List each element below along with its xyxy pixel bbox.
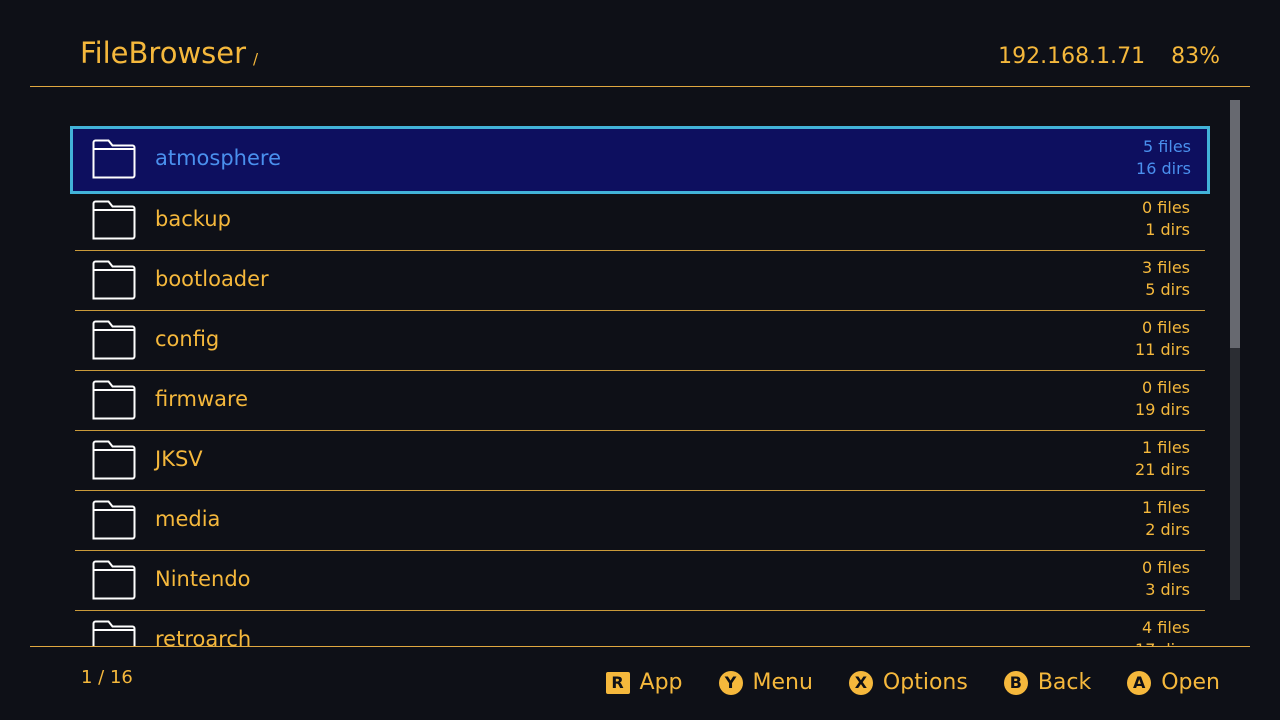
item-counts: 4 files 17 dirs <box>1135 617 1190 646</box>
scrollbar-thumb[interactable] <box>1230 100 1240 348</box>
b-button-icon: B <box>1003 670 1028 695</box>
app-title: FileBrowser <box>80 36 247 70</box>
file-count: 4 files <box>1142 618 1190 637</box>
item-counts: 3 files 5 dirs <box>1142 257 1190 301</box>
folder-icon <box>92 200 136 240</box>
hint-open[interactable]: A Open <box>1127 670 1220 695</box>
page-indicator: 1 / 16 <box>81 667 133 688</box>
current-path: / <box>253 50 259 68</box>
file-count: 1 files <box>1142 438 1190 457</box>
item-name: bootloader <box>155 267 269 291</box>
file-list: atmosphere 5 files 16 dirs backup 0 files… <box>70 126 1210 646</box>
file-count: 3 files <box>1142 258 1190 277</box>
dir-count: 2 dirs <box>1145 520 1190 539</box>
hint-menu[interactable]: Y Menu <box>718 670 813 695</box>
item-counts: 0 files 3 dirs <box>1142 557 1190 601</box>
dir-count: 17 dirs <box>1135 639 1190 646</box>
x-button-icon: X <box>848 670 873 695</box>
item-name: retroarch <box>155 627 252 646</box>
file-count: 0 files <box>1142 318 1190 337</box>
hint-label: Options <box>882 670 968 695</box>
ip-address: 192.168.1.71 <box>998 44 1146 69</box>
battery-level: 83% <box>1171 44 1220 69</box>
list-item[interactable]: config 0 files 11 dirs <box>75 311 1205 371</box>
list-item[interactable]: firmware 0 files 19 dirs <box>75 371 1205 431</box>
item-counts: 0 files 19 dirs <box>1135 377 1190 421</box>
item-counts: 0 files 1 dirs <box>1142 197 1190 241</box>
item-name: Nintendo <box>155 567 251 591</box>
y-button-icon: Y <box>718 670 743 695</box>
list-item[interactable]: backup 0 files 1 dirs <box>75 191 1205 251</box>
item-counts: 1 files 21 dirs <box>1135 437 1190 481</box>
folder-icon <box>92 560 136 600</box>
list-item[interactable]: JKSV 1 files 21 dirs <box>75 431 1205 491</box>
folder-icon <box>92 440 136 480</box>
hint-label: Back <box>1037 670 1092 695</box>
a-button-icon: A <box>1127 670 1152 695</box>
list-item[interactable]: atmosphere 5 files 16 dirs <box>70 126 1210 194</box>
dir-count: 11 dirs <box>1135 340 1190 359</box>
folder-icon <box>92 620 136 646</box>
file-count: 1 files <box>1142 498 1190 517</box>
item-counts: 1 files 2 dirs <box>1142 497 1190 541</box>
hint-label: Menu <box>752 670 813 695</box>
item-name: media <box>155 507 221 531</box>
status-area: 192.168.1.71 83% <box>998 44 1220 69</box>
list-item[interactable]: bootloader 3 files 5 dirs <box>75 251 1205 311</box>
dir-count: 1 dirs <box>1145 220 1190 239</box>
item-counts: 0 files 11 dirs <box>1135 317 1190 361</box>
folder-icon <box>92 380 136 420</box>
scrollbar[interactable] <box>1230 100 1240 600</box>
dir-count: 3 dirs <box>1145 580 1190 599</box>
file-count: 0 files <box>1142 558 1190 577</box>
item-name: backup <box>155 207 231 231</box>
hint-label: App <box>639 670 683 695</box>
folder-icon <box>92 500 136 540</box>
folder-icon <box>92 320 136 360</box>
item-name: firmware <box>155 387 249 411</box>
item-name: atmosphere <box>155 146 281 170</box>
dir-count: 5 dirs <box>1145 280 1190 299</box>
footer-divider <box>30 646 1250 647</box>
list-item[interactable]: retroarch 4 files 17 dirs <box>75 611 1205 646</box>
hint-app[interactable]: R App <box>605 670 683 695</box>
file-count: 0 files <box>1142 198 1190 217</box>
file-count: 5 files <box>1143 137 1191 156</box>
header-divider <box>30 86 1250 87</box>
folder-icon <box>92 139 136 179</box>
button-hints: R App Y Menu X Options B Back A Open <box>605 670 1220 695</box>
r-button-icon: R <box>605 671 630 694</box>
list-item[interactable]: Nintendo 0 files 3 dirs <box>75 551 1205 611</box>
hint-back[interactable]: B Back <box>1003 670 1092 695</box>
dir-count: 16 dirs <box>1136 159 1191 178</box>
hint-label: Open <box>1161 670 1220 695</box>
hint-options[interactable]: X Options <box>848 670 968 695</box>
file-count: 0 files <box>1142 378 1190 397</box>
item-name: JKSV <box>155 447 203 471</box>
item-name: config <box>155 327 220 351</box>
dir-count: 21 dirs <box>1135 460 1190 479</box>
item-counts: 5 files 16 dirs <box>1136 136 1191 180</box>
list-item[interactable]: media 1 files 2 dirs <box>75 491 1205 551</box>
folder-icon <box>92 260 136 300</box>
dir-count: 19 dirs <box>1135 400 1190 419</box>
